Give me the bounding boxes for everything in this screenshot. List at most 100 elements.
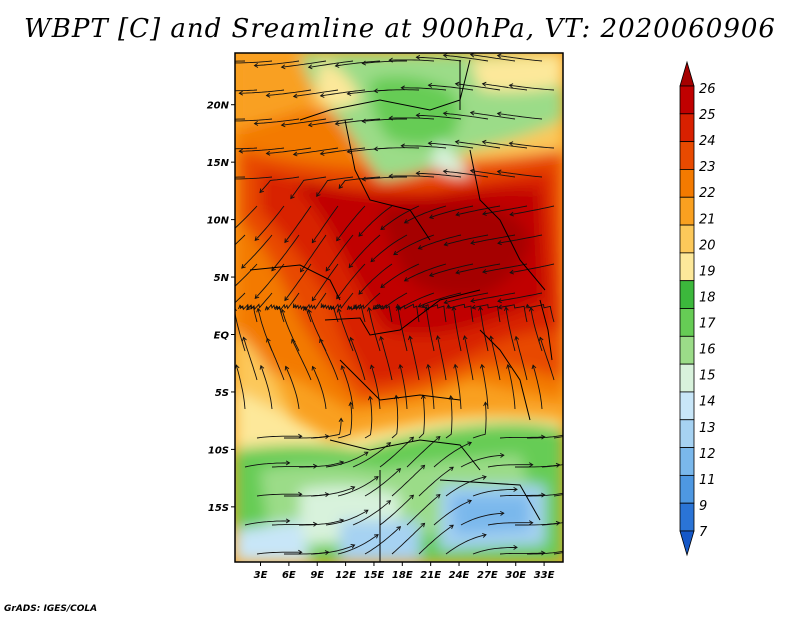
streamline-arrow: [396, 468, 402, 473]
streamline-arrow: [256, 307, 262, 313]
streamline-arrow: [528, 462, 534, 468]
streamline-arrow: [311, 365, 317, 371]
streamline: [428, 84, 474, 91]
streamline-arrow: [299, 267, 305, 273]
streamline-arrow: [435, 436, 441, 441]
streamline: [374, 292, 408, 310]
streamline: [348, 234, 381, 268]
lon-label: 3E: [254, 570, 268, 581]
streamline: [254, 60, 300, 67]
streamline-arrow: [482, 269, 487, 274]
streamline: [254, 263, 285, 299]
streamline: [482, 205, 528, 215]
streamline: [338, 176, 381, 189]
colorbar-label: 11: [699, 473, 716, 488]
streamline-arrow: [259, 364, 265, 370]
streamline-arrow: [403, 219, 409, 224]
streamline: [460, 454, 504, 468]
streamline-arrow: [264, 305, 270, 311]
streamline: [325, 509, 369, 526]
streamline: [235, 292, 246, 304]
country-borders: [249, 59, 553, 562]
streamline: [482, 263, 528, 273]
streamline: [401, 145, 447, 149]
streamline: [416, 114, 462, 120]
streamline: [256, 435, 302, 439]
streamline-arrow: [531, 364, 537, 370]
streamline: [389, 59, 435, 62]
streamline-arrow: [396, 526, 402, 531]
streamline-arrow: [435, 335, 441, 340]
colorbar: 26 25 24 23 22 21 20 19 18 17 16 15 14 13 12 11 9 7: [679, 60, 716, 557]
streamline: [399, 364, 408, 410]
streamline: [391, 395, 399, 439]
streamline-arrow: [400, 143, 405, 149]
streamline: [312, 366, 327, 410]
streamline-arrow: [298, 491, 303, 497]
streamline: [418, 234, 462, 250]
streamline-arrow: [509, 269, 514, 275]
colorbar-swatch: [679, 502, 695, 532]
streamline: [444, 234, 489, 246]
streamline-arrow: [449, 524, 454, 529]
streamline: [444, 292, 489, 304]
streamline-arrow: [496, 53, 502, 59]
streamline-arrow: [254, 294, 260, 299]
colorbar-label: 18: [699, 290, 716, 305]
lon-label: 6E: [282, 570, 296, 581]
streamline-arrow: [280, 64, 286, 70]
streamline-arrow: [367, 395, 373, 401]
streamline: [487, 522, 533, 526]
streamline-arrow: [403, 277, 409, 282]
streamline: [470, 292, 516, 302]
streamline: [337, 308, 354, 352]
streamline: [498, 304, 528, 323]
streamline: [235, 118, 273, 122]
streamline-arrow: [388, 57, 393, 63]
streamline-arrow: [316, 192, 321, 198]
streamline: [433, 500, 472, 526]
streamline-arrow: [369, 364, 375, 370]
streamline-arrow: [427, 82, 433, 88]
streamline-arrow: [454, 139, 460, 145]
streamline-arrow: [246, 305, 251, 311]
streamline: [337, 402, 353, 439]
streamline: [235, 60, 246, 62]
lon-label: 33E: [534, 570, 555, 581]
streamline-arrow: [428, 214, 434, 219]
colorbar-label: 12: [699, 447, 716, 462]
streamline: [429, 263, 474, 277]
streamline: [254, 205, 285, 241]
streamline-arrow: [280, 122, 286, 128]
streamline-arrow: [481, 81, 487, 87]
colorbar-swatch: [679, 335, 695, 365]
streamline-arrow: [374, 304, 379, 310]
streamline: [472, 546, 518, 555]
streamline-arrow: [373, 88, 379, 94]
streamline: [235, 234, 246, 246]
streamline: [259, 176, 300, 193]
streamline-arrow: [400, 85, 405, 91]
map-title: WBPT [C] and Sreamline at 900hPa, VT: 20…: [24, 14, 776, 44]
lon-label: 15E: [364, 570, 385, 581]
streamline-arrow: [395, 303, 401, 309]
streamline: [266, 338, 285, 381]
streamline-arrow: [442, 53, 448, 58]
streamline-arrow: [453, 363, 459, 369]
streamline: [352, 500, 391, 526]
streamline: [447, 303, 474, 323]
streamline: [341, 365, 354, 410]
streamline: [416, 172, 462, 178]
streamline: [425, 306, 435, 352]
streamline-arrow: [499, 510, 505, 516]
streamline-arrow: [218, 303, 222, 307]
streamline: [235, 118, 246, 120]
streamline-arrow: [348, 263, 354, 269]
streamline: [510, 263, 555, 274]
streamline-arrow: [280, 308, 286, 314]
streamline: [235, 205, 258, 229]
streamline: [353, 292, 381, 311]
streamline: [299, 519, 344, 526]
streamline: [335, 118, 381, 125]
